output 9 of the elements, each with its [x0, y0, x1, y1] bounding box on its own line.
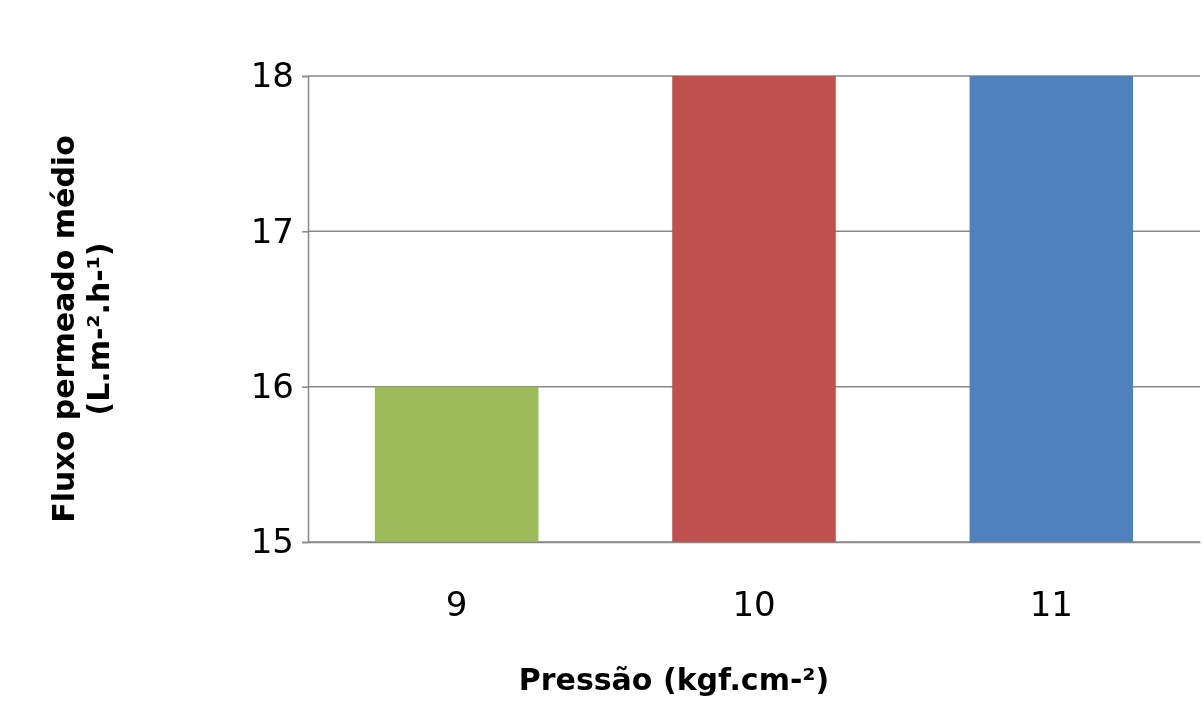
x-tick-label: 10: [732, 584, 776, 625]
y-axis-title: Fluxo permeado médio (L.m-².h-¹): [46, 135, 116, 523]
y-tick-label: 18: [250, 55, 294, 96]
x-axis-title: Pressão (kgf.cm-²): [518, 662, 830, 697]
x-tick-label: 11: [1029, 584, 1073, 625]
x-tick-label: 9: [445, 584, 468, 625]
y-tick-label: 15: [250, 521, 294, 562]
y-tick-label: 17: [250, 210, 294, 251]
y-tick-label: 16: [250, 366, 294, 407]
